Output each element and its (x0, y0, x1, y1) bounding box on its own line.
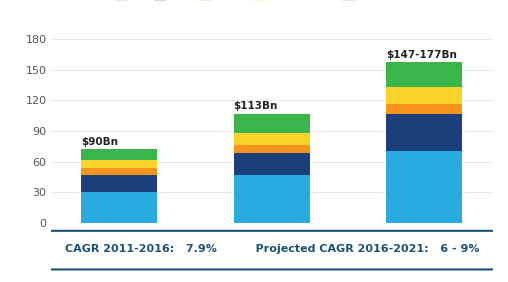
Legend: US, EU5, Japan, Pharmerging, Rest of World: US, EU5, Japan, Pharmerging, Rest of Wor… (111, 0, 432, 5)
Bar (81, 168, 157, 175)
Text: $147-177Bn: $147-177Bn (386, 50, 457, 60)
Bar (386, 114, 462, 151)
Bar (234, 153, 310, 175)
Bar (386, 151, 462, 223)
Text: CAGR 2011-2016:   7.9%          Projected CAGR 2016-2021:   6 - 9%: CAGR 2011-2016: 7.9% Projected CAGR 2016… (65, 244, 479, 254)
FancyBboxPatch shape (46, 231, 497, 270)
Bar (386, 87, 462, 104)
Bar (386, 104, 462, 114)
Bar (81, 160, 157, 168)
Bar (81, 149, 157, 160)
Bar (81, 192, 157, 223)
Bar (234, 133, 310, 145)
Text: $113Bn: $113Bn (234, 101, 278, 111)
Bar (234, 175, 310, 223)
Bar (234, 145, 310, 153)
Bar (81, 175, 157, 192)
Bar (386, 62, 462, 87)
Text: $90Bn: $90Bn (81, 137, 118, 147)
Bar (234, 114, 310, 133)
